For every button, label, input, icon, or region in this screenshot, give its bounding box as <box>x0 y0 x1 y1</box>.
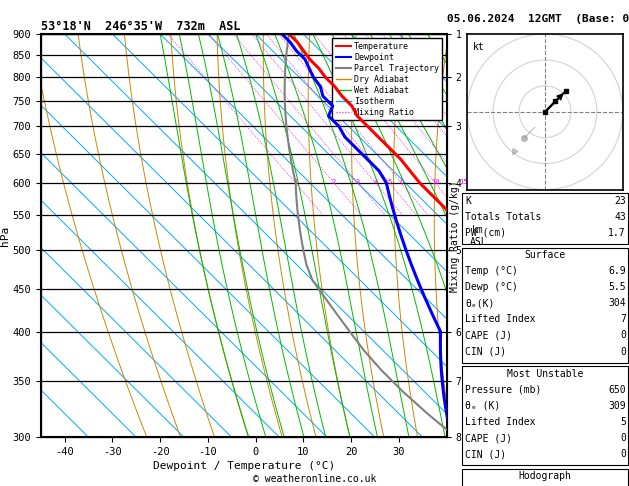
Text: 3: 3 <box>356 179 360 185</box>
Text: Lifted Index: Lifted Index <box>465 417 536 427</box>
Text: 15: 15 <box>459 179 467 185</box>
Text: 5: 5 <box>620 417 626 427</box>
Y-axis label: km
ASL: km ASL <box>469 225 487 246</box>
Text: 6: 6 <box>399 179 403 185</box>
Text: 20: 20 <box>480 179 488 185</box>
Text: 6.9: 6.9 <box>608 266 626 277</box>
Text: CIN (J): CIN (J) <box>465 347 506 357</box>
Text: Hodograph: Hodograph <box>518 471 572 482</box>
Text: 10: 10 <box>431 179 440 185</box>
Text: Temp (°C): Temp (°C) <box>465 266 518 277</box>
Text: 0: 0 <box>620 449 626 459</box>
Text: 5.5: 5.5 <box>608 282 626 293</box>
Text: 650: 650 <box>608 385 626 395</box>
Text: K: K <box>465 196 471 206</box>
Text: 304: 304 <box>608 298 626 309</box>
Y-axis label: hPa: hPa <box>0 226 9 246</box>
Text: Mixing Ratio (g/kg): Mixing Ratio (g/kg) <box>450 180 460 292</box>
Text: Lifted Index: Lifted Index <box>465 314 536 325</box>
Text: PW (cm): PW (cm) <box>465 228 506 238</box>
Text: 4: 4 <box>374 179 377 185</box>
Text: 05.06.2024  12GMT  (Base: 06): 05.06.2024 12GMT (Base: 06) <box>447 14 629 24</box>
Text: 2: 2 <box>332 179 336 185</box>
Text: CAPE (J): CAPE (J) <box>465 433 513 443</box>
Text: 1: 1 <box>293 179 298 185</box>
Text: Pressure (mb): Pressure (mb) <box>465 385 542 395</box>
Text: Totals Totals: Totals Totals <box>465 212 542 222</box>
Text: kt: kt <box>472 42 484 52</box>
Text: 0: 0 <box>620 330 626 341</box>
Text: 5: 5 <box>387 179 392 185</box>
Text: Surface: Surface <box>525 250 565 260</box>
Text: 43: 43 <box>614 212 626 222</box>
Legend: Temperature, Dewpoint, Parcel Trajectory, Dry Adiabat, Wet Adiabat, Isotherm, Mi: Temperature, Dewpoint, Parcel Trajectory… <box>332 38 442 121</box>
Text: θₑ(K): θₑ(K) <box>465 298 495 309</box>
Text: 0: 0 <box>620 433 626 443</box>
Text: 7: 7 <box>620 314 626 325</box>
Text: Dewp (°C): Dewp (°C) <box>465 282 518 293</box>
Text: 309: 309 <box>608 401 626 411</box>
Text: 1.7: 1.7 <box>608 228 626 238</box>
Text: 0: 0 <box>620 347 626 357</box>
Text: 25: 25 <box>496 179 504 185</box>
Text: Most Unstable: Most Unstable <box>507 369 583 379</box>
Text: CAPE (J): CAPE (J) <box>465 330 513 341</box>
Text: θₑ (K): θₑ (K) <box>465 401 501 411</box>
Text: CIN (J): CIN (J) <box>465 449 506 459</box>
Text: 53°18'N  246°35'W  732m  ASL: 53°18'N 246°35'W 732m ASL <box>41 20 240 33</box>
X-axis label: Dewpoint / Temperature (°C): Dewpoint / Temperature (°C) <box>153 461 335 471</box>
Text: 23: 23 <box>614 196 626 206</box>
Text: © weatheronline.co.uk: © weatheronline.co.uk <box>253 473 376 484</box>
